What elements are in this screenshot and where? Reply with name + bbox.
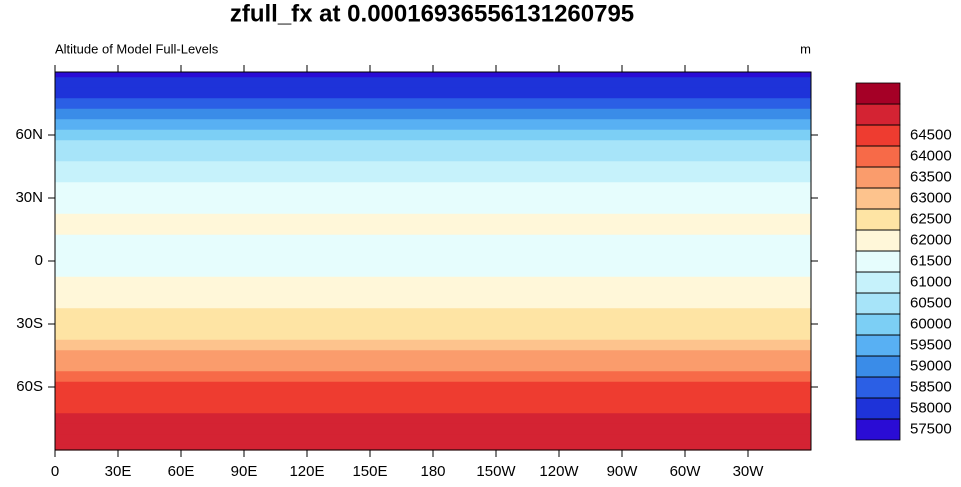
contour-band: [55, 224, 811, 236]
contour-band: [55, 360, 811, 372]
colorbar-box: [855, 103, 901, 126]
colorbar-label: 63000: [910, 189, 952, 206]
colorbar-box: [855, 82, 901, 105]
contour-band: [55, 339, 811, 351]
contour-band: [55, 371, 811, 383]
colorbar-box: [855, 145, 901, 168]
x-tick-label: 60E: [168, 463, 195, 480]
contour-band: [55, 444, 811, 451]
contour-band: [55, 171, 811, 183]
contour-band: [55, 423, 811, 435]
colorbar-label: 59000: [910, 357, 952, 374]
colorbar-label: 57500: [910, 420, 952, 437]
x-tick-label: 90W: [607, 463, 639, 480]
colorbar-box: [855, 271, 901, 294]
colorbar-box: [855, 376, 901, 399]
contour-band: [55, 140, 811, 152]
subtitle-left: Altitude of Model Full-Levels: [55, 41, 219, 56]
contour-band: [55, 308, 811, 320]
contour-band: [55, 266, 811, 278]
colorbar-box: [855, 208, 901, 231]
colorbar-label: 63500: [910, 168, 952, 185]
colorbar-label: 61500: [910, 252, 952, 269]
contour-band: [55, 329, 811, 341]
x-tick-label: 30W: [733, 463, 765, 480]
contour-band: [55, 108, 811, 120]
y-tick-label: 0: [35, 252, 43, 269]
contour-band: [55, 192, 811, 204]
colorbar-box: [855, 397, 901, 420]
contour-band: [55, 297, 811, 309]
contour-band: [55, 402, 811, 414]
colorbar-label: 58500: [910, 378, 952, 395]
x-tick-label: 150W: [476, 463, 516, 480]
colorbar-label: 61000: [910, 273, 952, 290]
colorbar-label: 60500: [910, 294, 952, 311]
contour-band: [55, 392, 811, 404]
colorbar-label: 62000: [910, 231, 952, 248]
chart-title: zfull_fx at 0.00016936556131260795: [230, 0, 634, 27]
x-tick-label: 120E: [289, 463, 324, 480]
contour-band: [55, 161, 811, 173]
contour-band: [55, 255, 811, 267]
colorbar-label: 64500: [910, 126, 952, 143]
colorbar-label: 62500: [910, 210, 952, 227]
y-tick-label: 30S: [16, 315, 43, 332]
x-tick-label: 30E: [105, 463, 132, 480]
x-tick-label: 180: [420, 463, 445, 480]
colorbar-box: [855, 334, 901, 357]
contour-band: [55, 413, 811, 425]
contour-band: [55, 203, 811, 215]
colorbar-box: [855, 166, 901, 189]
colorbar-box: [855, 229, 901, 252]
contour-band: [55, 287, 811, 299]
colorbar-box: [855, 418, 901, 441]
colorbar-label: 60000: [910, 315, 952, 332]
contour-band: [55, 350, 811, 362]
contour-band: [55, 381, 811, 393]
colorbar-box: [855, 313, 901, 336]
y-tick-label: 60S: [16, 378, 43, 395]
contour-band: [55, 182, 811, 194]
x-tick-label: 120W: [539, 463, 579, 480]
contour-band: [55, 234, 811, 246]
x-tick-label: 0: [51, 463, 59, 480]
contour-band: [55, 276, 811, 288]
contour-band: [55, 77, 811, 89]
x-tick-label: 150E: [352, 463, 387, 480]
y-tick-label: 30N: [15, 189, 43, 206]
colorbar-box: [855, 250, 901, 273]
colorbar-label: 58000: [910, 399, 952, 416]
contour-band: [55, 318, 811, 330]
contour-band: [55, 72, 811, 78]
subtitle-right: m: [800, 41, 811, 56]
colorbar-box: [855, 355, 901, 378]
contour-band: [55, 150, 811, 162]
y-tick-label: 60N: [15, 126, 43, 143]
x-tick-label: 90E: [231, 463, 258, 480]
colorbar-box: [855, 187, 901, 210]
colorbar-label: 64000: [910, 147, 952, 164]
contour-band: [55, 98, 811, 110]
colorbar-label: 59500: [910, 336, 952, 353]
contour-band: [55, 129, 811, 141]
colorbar-box: [855, 292, 901, 315]
contour-band: [55, 213, 811, 225]
colorbar-box: [855, 124, 901, 147]
contour-band: [55, 119, 811, 131]
contour-band: [55, 434, 811, 446]
contour-band: [55, 245, 811, 257]
x-tick-label: 60W: [670, 463, 702, 480]
contour-band: [55, 87, 811, 99]
